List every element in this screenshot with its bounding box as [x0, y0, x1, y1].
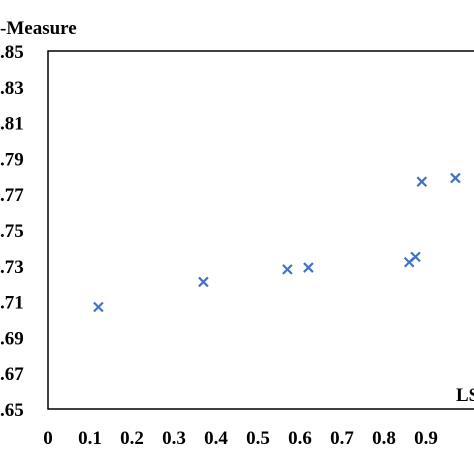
plot-area-frame — [47, 50, 474, 410]
data-point — [416, 176, 428, 187]
x-tick-label: 0.9 — [414, 428, 438, 449]
y-tick-label: .67 — [0, 364, 24, 385]
x-tick-label: 0.7 — [330, 428, 354, 449]
x-tick-label: 0.2 — [120, 428, 144, 449]
y-tick-label: .79 — [0, 149, 24, 170]
x-tick-label: 0.5 — [246, 428, 270, 449]
data-point — [93, 301, 104, 313]
x-axis-label: LS — [456, 385, 474, 406]
y-tick-label: .71 — [0, 293, 24, 314]
x-tick-label: 0.6 — [288, 428, 312, 449]
x-tick-label: 0.3 — [162, 428, 186, 449]
y-tick-label: .83 — [0, 78, 24, 99]
y-tick-label: .75 — [0, 221, 24, 242]
data-point — [303, 262, 314, 273]
x-tick-label: 0.8 — [372, 428, 396, 449]
data-point — [410, 251, 421, 263]
y-tick-label: .69 — [0, 328, 24, 349]
data-point — [282, 264, 293, 275]
x-tick-label: 0.4 — [204, 428, 228, 449]
x-tick-labels: 0 0.1 0.2 0.3 0.4 0.5 0.6 0.7 0.8 0.9 — [43, 428, 438, 449]
y-tick-labels: .65 .67 .69 .71 .73 .75 .77 .79 .81 .83 .85 — [0, 42, 24, 421]
y-tick-label: .85 — [0, 42, 24, 63]
data-point — [198, 276, 209, 288]
data-points — [93, 172, 461, 313]
y-tick-label: .77 — [0, 185, 24, 206]
x-tick-label: 0 — [43, 428, 53, 449]
y-tick-label: .73 — [0, 257, 24, 278]
y-tick-label: .65 — [0, 400, 24, 421]
y-axis-label: -Measure — [0, 18, 77, 39]
data-point — [450, 172, 461, 184]
y-tick-label: .81 — [0, 114, 24, 135]
x-tick-label: 0.1 — [78, 428, 102, 449]
